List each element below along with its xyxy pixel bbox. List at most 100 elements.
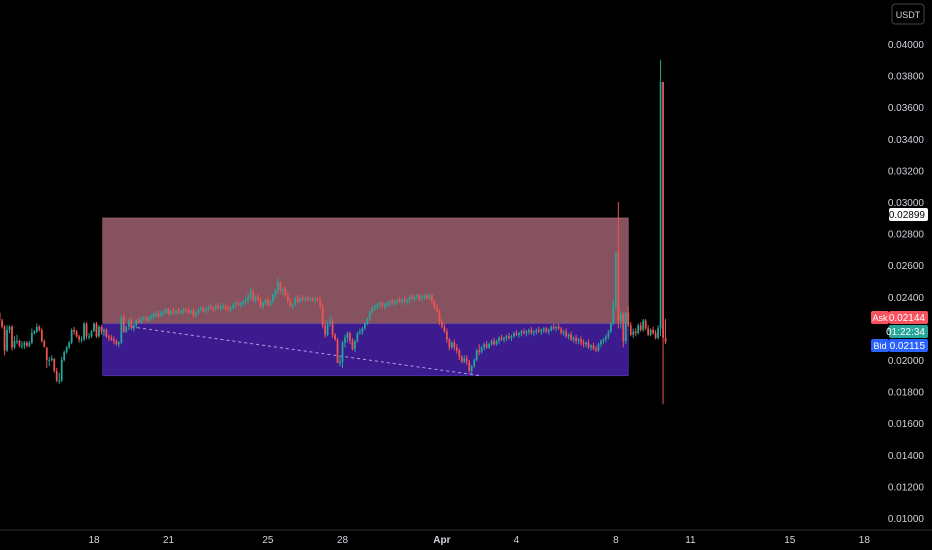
candle-body	[73, 329, 76, 332]
candle-body	[426, 295, 428, 299]
candle-body	[480, 347, 483, 353]
candle	[595, 345, 597, 353]
candle	[18, 339, 21, 348]
candle	[575, 334, 577, 345]
candle-body	[249, 292, 252, 297]
candle	[423, 293, 426, 300]
candle	[373, 304, 376, 312]
candle	[160, 311, 162, 318]
candle-body	[60, 360, 63, 381]
candle	[212, 306, 215, 313]
candle	[361, 326, 364, 335]
candle	[249, 287, 252, 300]
candle	[204, 307, 207, 315]
candle	[622, 312, 625, 348]
candle	[100, 325, 103, 335]
candle-body	[234, 303, 237, 305]
candle-body	[276, 282, 279, 291]
zone-upper[interactable]	[102, 217, 629, 324]
candle	[378, 301, 381, 308]
candle-body	[85, 323, 88, 337]
candle	[433, 299, 436, 310]
candle	[515, 329, 518, 337]
candle	[654, 329, 657, 340]
x-tick-label: 8	[613, 535, 619, 546]
candle	[403, 296, 406, 304]
candle	[28, 341, 31, 348]
candle-body	[21, 345, 23, 347]
candle	[279, 281, 282, 294]
candle-body	[403, 299, 406, 302]
candle-body	[145, 317, 148, 321]
candle	[386, 301, 389, 308]
candle-body	[510, 336, 513, 338]
candle-body	[450, 342, 453, 348]
candle	[570, 331, 573, 342]
candle-body	[6, 329, 8, 351]
candle-body	[381, 303, 384, 307]
candle	[562, 329, 565, 337]
y-tick-label: 0.02000	[888, 356, 925, 367]
candle-body	[363, 323, 366, 329]
candle-body	[361, 328, 364, 332]
candle-body	[468, 361, 471, 372]
candle-body	[70, 329, 73, 343]
candle	[525, 329, 528, 337]
candle	[614, 252, 617, 310]
candle	[354, 339, 356, 353]
bid-value: 0.02115	[890, 341, 926, 352]
candle-body	[391, 301, 394, 304]
candle-body	[408, 296, 411, 300]
candle	[209, 304, 212, 310]
candle	[513, 331, 515, 338]
y-tick-label: 0.02800	[888, 230, 925, 241]
candle-body	[493, 341, 495, 345]
candle	[68, 341, 71, 349]
candle	[426, 293, 428, 300]
trendline[interactable]	[131, 326, 482, 377]
candle-body	[167, 309, 170, 315]
candle	[617, 202, 620, 329]
y-tick-label: 0.01800	[888, 388, 925, 399]
candle	[314, 296, 317, 304]
candle	[63, 350, 66, 362]
candle-body	[475, 350, 478, 360]
candle	[197, 307, 200, 315]
candle-body	[595, 348, 597, 351]
candle	[267, 296, 269, 307]
candle-body	[120, 317, 123, 343]
candle-body	[43, 341, 46, 348]
candle	[167, 307, 170, 316]
candle	[351, 337, 354, 351]
candle	[629, 322, 632, 337]
candle	[187, 307, 190, 315]
candle	[336, 337, 339, 364]
candle-body	[291, 304, 294, 307]
candle	[371, 306, 374, 315]
candle	[344, 334, 346, 348]
candle	[510, 334, 513, 342]
candle	[145, 315, 148, 323]
candle-body	[242, 301, 244, 304]
candle	[329, 315, 331, 327]
candle-body	[567, 334, 570, 337]
bid-label: Bid	[873, 341, 886, 351]
candle-body	[644, 320, 647, 329]
currency-button[interactable]: USDT	[891, 3, 925, 25]
y-tick-label: 0.01600	[888, 419, 925, 430]
candle	[455, 344, 458, 354]
candle	[85, 322, 88, 340]
candle	[391, 298, 394, 305]
candle-body	[162, 312, 165, 314]
zone-lower[interactable]	[102, 323, 629, 377]
candle-body	[592, 345, 595, 349]
candle-body	[45, 347, 48, 360]
candle-body	[304, 298, 307, 300]
candle	[406, 298, 409, 305]
candle-body	[368, 312, 371, 319]
candle	[192, 307, 195, 318]
candle	[247, 293, 249, 304]
candle	[264, 298, 267, 305]
candle	[520, 329, 523, 337]
